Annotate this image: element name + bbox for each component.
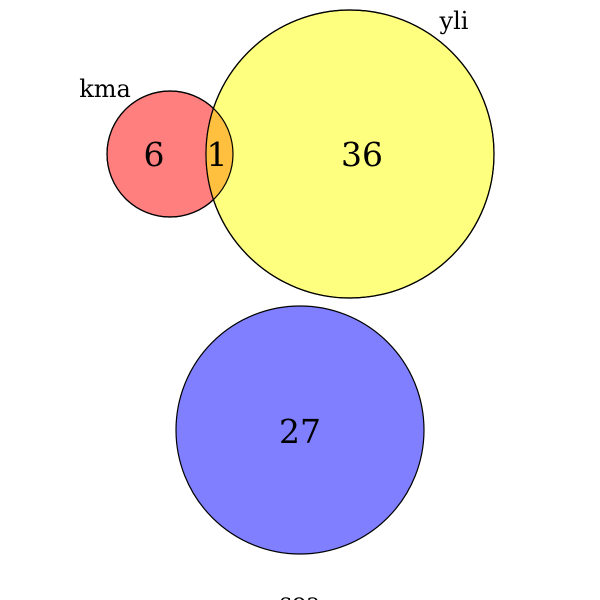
- kma-yli-count: 1: [207, 135, 228, 174]
- yli-only-count: 36: [341, 135, 383, 174]
- sea-only-count: 27: [279, 412, 321, 451]
- kma-set-label: kma: [79, 75, 131, 103]
- kma-outline: [106, 90, 234, 218]
- sea-circle: [175, 305, 425, 555]
- kma-only-count: 6: [144, 135, 165, 174]
- sea-set-label: sea: [280, 588, 321, 600]
- yli-outline: [205, 9, 495, 299]
- yli-set-label: yli: [439, 7, 469, 35]
